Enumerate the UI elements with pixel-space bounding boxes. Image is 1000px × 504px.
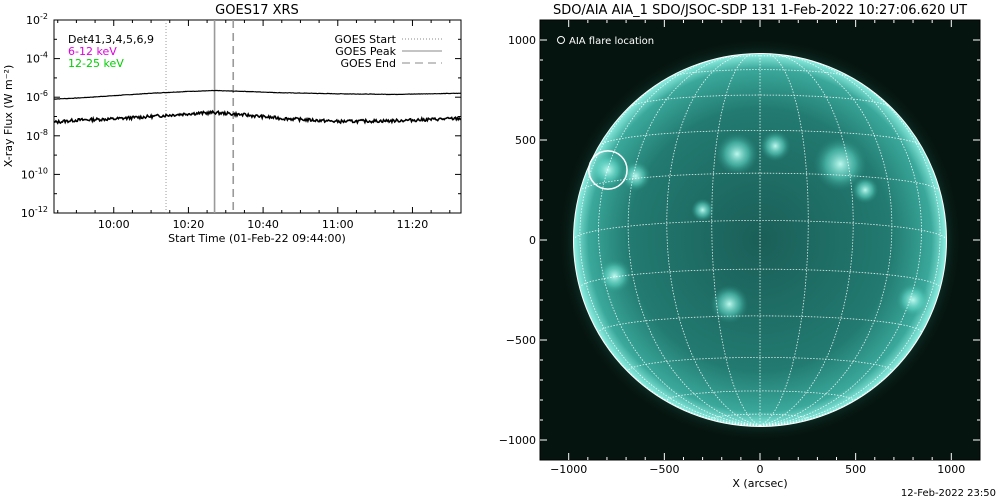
- legend-band-6-12kev: 6-12 keV: [68, 45, 117, 58]
- heliographic-grid: [573, 53, 947, 427]
- aia-y-axis: 1000 500 0 −500 −1000: [499, 34, 980, 447]
- active-region: [813, 137, 868, 191]
- active-region: [710, 284, 749, 324]
- goes-line-legend: GOES Start GOES Peak GOES End: [335, 33, 442, 70]
- aia-image-content: AIA flare location: [557, 36, 962, 442]
- grid-line: [759, 53, 854, 426]
- goes-x-axis: 10:00 10:20 10:40 11:00 11:20: [57, 20, 451, 231]
- active-region: [597, 258, 632, 294]
- aia-flare-location-marker: [588, 150, 628, 190]
- legend-band-12-25kev: 12-25 keV: [68, 57, 124, 70]
- aia-x-tick-label: −1000: [550, 463, 587, 476]
- goes-x-tick-label: 11:00: [322, 218, 354, 231]
- grid-line: [759, 56, 922, 426]
- goes-xrs-chart: GOES17 XRS 10-2 10-4 10-6 10-8 10-10 10-12 10…: [2, 3, 462, 245]
- active-region: [589, 151, 627, 189]
- goes-x-tick-label: 11:20: [397, 218, 429, 231]
- grid-line: [598, 315, 922, 334]
- legend-detectors: Det41,3,4,5,6,9: [68, 33, 154, 46]
- goes-short-channel-line: [54, 109, 461, 125]
- aia-x-tick-label: 1000: [937, 463, 965, 476]
- grid-line: [598, 56, 761, 426]
- aia-y-tick-label: −1000: [499, 434, 536, 447]
- grid-line: [627, 357, 893, 373]
- aia-image-title: SDO/AIA AIA_1 SDO/JSOC-SDP 131 1-Feb-202…: [553, 3, 967, 18]
- goes-y-tick-label: 10-4: [26, 51, 48, 66]
- goes-band-legend: Det41,3,4,5,6,9 6-12 keV 12-25 keV: [68, 33, 154, 70]
- legend-flare-location-symbol: [557, 36, 565, 44]
- grid-line: [759, 53, 809, 426]
- grid-line: [711, 413, 809, 422]
- solar-limb-outline: [572, 52, 948, 428]
- legend-goes-start: GOES Start: [335, 33, 397, 46]
- goes-y-tick-label: 10-2: [26, 12, 48, 27]
- goes-x-axis-label: Start Time (01-Feb-22 09:44:00): [168, 232, 346, 245]
- grid-line: [627, 54, 761, 426]
- aia-y-tick-label: −500: [506, 334, 536, 347]
- active-regions: [589, 130, 931, 324]
- legend-flare-location-label: AIA flare location: [569, 36, 654, 47]
- goes-y-axis: 10-2 10-4 10-6 10-8 10-10 10-12: [21, 12, 461, 220]
- grid-line: [629, 94, 891, 108]
- grid-line: [668, 69, 852, 78]
- goes-y-axis-label: X-ray Flux (W m⁻²): [2, 65, 15, 167]
- legend-goes-peak: GOES Peak: [335, 45, 396, 58]
- active-region: [851, 176, 879, 204]
- active-region: [760, 130, 791, 162]
- active-region: [691, 198, 715, 222]
- goes-y-tick-label: 10-6: [26, 89, 48, 104]
- aia-x-axis-label: X (arcsec): [732, 477, 787, 490]
- grid-line: [579, 68, 761, 426]
- aia-x-tick-label: 0: [757, 463, 764, 476]
- active-region: [716, 132, 759, 176]
- aia-x-axis: −1000 −500 0 500 1000: [550, 20, 965, 476]
- goes-y-tick-label: 10-8: [26, 128, 48, 143]
- aia-y-tick-label: 500: [515, 134, 536, 147]
- grid-line: [711, 53, 761, 426]
- goes-y-tick-label: 10-10: [21, 166, 48, 181]
- aia-y-tick-label: 1000: [508, 34, 536, 47]
- aia-y-tick-label: 0: [529, 234, 536, 247]
- goes-x-tick-label: 10:20: [173, 218, 205, 231]
- active-region: [620, 160, 651, 192]
- grid-line: [666, 53, 761, 426]
- legend-goes-end: GOES End: [340, 57, 396, 70]
- goes-long-channel-line: [54, 89, 461, 100]
- aia-x-tick-label: −500: [649, 463, 679, 476]
- grid-line: [759, 54, 893, 426]
- aia-x-tick-label: 500: [845, 463, 866, 476]
- goes-x-tick-label: 10:00: [98, 218, 130, 231]
- grid-line: [759, 68, 941, 426]
- goes-event-lines: [165, 20, 235, 213]
- grid-line: [666, 390, 854, 403]
- goes-chart-title: GOES17 XRS: [215, 3, 299, 18]
- goes-y-tick-label: 10-12: [21, 205, 48, 220]
- footer-timestamp: 12-Feb-2022 23:50: [901, 488, 996, 499]
- active-region: [895, 282, 931, 318]
- aia-solar-image-chart: SDO/AIA AIA_1 SDO/JSOC-SDP 131 1-Feb-202…: [499, 3, 981, 490]
- goes-x-tick-label: 10:40: [247, 218, 279, 231]
